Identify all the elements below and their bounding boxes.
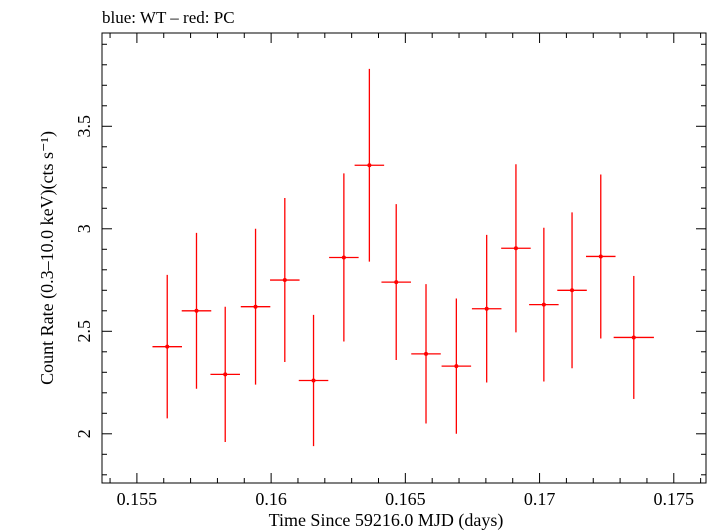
data-point — [586, 174, 616, 339]
data-point — [240, 228, 271, 385]
data-point — [557, 212, 587, 369]
data-marker — [165, 344, 170, 349]
data-point — [298, 314, 329, 447]
x-axis: 0.155 0.16 0.165 0.17 0.175 — [109, 33, 702, 509]
x-tick-label: 0.155 — [117, 489, 158, 509]
plot-frame — [101, 32, 707, 484]
data-series-pc — [152, 68, 654, 447]
x-tick-label: 0.175 — [654, 489, 695, 509]
y-axis-label: Count Rate (0.3–10.0 keV)(cts s⁻¹) — [37, 131, 58, 385]
data-marker — [484, 306, 489, 311]
x-tick-label: 0.165 — [385, 489, 426, 509]
data-point — [441, 298, 472, 434]
data-point — [181, 232, 212, 389]
x-tick-label: 0.16 — [255, 489, 287, 509]
chart-title: blue: WT – red: PC — [102, 8, 235, 27]
data-point — [354, 68, 385, 262]
data-point — [529, 227, 559, 382]
data-marker — [424, 351, 429, 356]
data-point — [411, 284, 441, 424]
data-point — [210, 306, 240, 442]
data-marker — [223, 372, 228, 377]
data-marker — [541, 302, 546, 307]
data-marker — [598, 254, 603, 259]
data-marker — [341, 255, 346, 260]
data-marker — [570, 288, 575, 293]
y-tick-label: 3 — [74, 224, 94, 233]
y-axis: 2 2.5 3 3.5 — [74, 43, 706, 476]
data-marker — [631, 335, 636, 340]
data-marker — [194, 308, 199, 313]
data-point — [613, 275, 654, 399]
data-marker — [311, 378, 316, 383]
data-point — [152, 274, 182, 419]
data-marker — [454, 364, 459, 369]
data-marker — [394, 280, 399, 285]
data-point — [501, 164, 531, 333]
data-marker — [513, 246, 518, 251]
y-tick-label: 2 — [74, 429, 94, 438]
data-point — [381, 204, 411, 360]
data-point — [270, 198, 300, 363]
data-marker — [367, 163, 372, 168]
x-axis-label: Time Since 59216.0 MJD (days) — [269, 510, 504, 531]
data-point — [329, 173, 359, 342]
y-tick-label: 2.5 — [74, 320, 94, 343]
x-tick-label: 0.17 — [524, 489, 556, 509]
y-tick-label: 3.5 — [74, 115, 94, 138]
data-marker — [253, 304, 258, 309]
data-marker — [282, 278, 287, 283]
data-point — [471, 234, 502, 383]
